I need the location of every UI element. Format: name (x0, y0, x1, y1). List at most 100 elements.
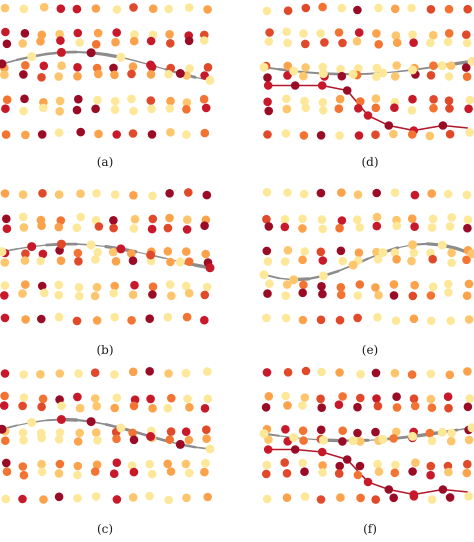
graph-node-path (289, 66, 299, 76)
graph-node (165, 104, 175, 113)
graph-node (429, 61, 438, 70)
graph-node (300, 492, 310, 501)
panel-e (259, 188, 474, 326)
graph-node (373, 313, 382, 322)
graph-node (108, 247, 118, 257)
graph-node (181, 368, 191, 378)
graph-node (112, 28, 121, 37)
caption-b: (b) (96, 343, 113, 357)
graph-node (463, 4, 473, 14)
graph-node (73, 248, 83, 258)
graph-node (353, 291, 363, 300)
graph-node (444, 72, 454, 81)
graph-node (336, 246, 346, 256)
graph-node-path (86, 240, 96, 250)
graph-node (166, 467, 176, 476)
graph-node (426, 38, 435, 48)
graph-node (165, 435, 174, 445)
graph-node (298, 288, 308, 298)
graph-node (390, 368, 400, 378)
graph-node (72, 223, 82, 232)
graph-node (427, 223, 437, 232)
graph-node (203, 367, 212, 376)
graph-node (72, 4, 82, 14)
graph-node (425, 131, 435, 141)
graph-node (317, 282, 326, 291)
graph-node (355, 461, 365, 471)
graph-node-path (146, 250, 156, 260)
graph-node (283, 246, 293, 255)
graph-node-path (437, 427, 447, 437)
panel-f (259, 366, 474, 504)
graph-node (336, 64, 345, 74)
graph-node (316, 425, 326, 435)
graph-node (462, 255, 471, 265)
graph-node (335, 223, 344, 233)
graph-node (181, 427, 191, 437)
graph-node (90, 467, 100, 476)
graph-node (39, 61, 49, 71)
graph-node (298, 224, 307, 233)
graph-node (282, 27, 292, 36)
panel-c (0, 367, 215, 505)
graph-node (93, 28, 103, 38)
graph-node (371, 94, 381, 103)
graph-node (111, 257, 121, 266)
graph-node (316, 495, 326, 504)
graph-node-path (467, 423, 474, 433)
graph-node-path (348, 260, 358, 270)
graph-node (185, 64, 194, 73)
graph-node (371, 103, 381, 113)
graph-node (356, 493, 365, 503)
graph-node (463, 459, 472, 469)
graph-node (1, 104, 10, 113)
graph-node (37, 130, 47, 139)
graph-node (2, 467, 12, 477)
graph-node (112, 5, 122, 14)
graph-edge-highlight (321, 451, 348, 461)
graph-node (37, 30, 47, 40)
graph-node (0, 313, 10, 323)
graph-node (354, 131, 364, 140)
graph-node-highlight (290, 81, 300, 90)
graph-node (129, 435, 139, 445)
graph-node (199, 94, 209, 104)
graph-node (129, 3, 138, 12)
graph-node (39, 495, 48, 504)
graph-node (336, 493, 345, 502)
graph-node-path (175, 257, 185, 267)
graph-node (281, 425, 290, 434)
graph-node (129, 401, 139, 411)
graph-node (447, 213, 457, 222)
graph-node (90, 291, 100, 301)
graph-node (410, 222, 419, 231)
graph-node (353, 402, 362, 412)
graph-node (316, 29, 325, 38)
graph-node (298, 255, 307, 265)
graph-node (21, 315, 30, 324)
graph-node (39, 2, 49, 12)
graph-node (0, 70, 9, 79)
graph-node (2, 458, 11, 468)
graph-node (336, 283, 346, 292)
graph-node (129, 224, 139, 233)
graph-node (75, 403, 85, 413)
graph-node (389, 493, 399, 503)
graph-node (463, 223, 472, 233)
graph-node (182, 312, 192, 322)
graph-node (300, 247, 310, 256)
graph-node (73, 461, 83, 471)
graph-node (184, 288, 194, 298)
graph-node (262, 214, 271, 224)
graph-node (446, 316, 456, 326)
graph-node (0, 258, 10, 267)
graph-node-path (348, 69, 358, 79)
graph-node (73, 28, 83, 38)
graph-node (110, 403, 119, 413)
graph-node (371, 427, 380, 437)
graph-node (184, 468, 194, 478)
graph-node (165, 30, 174, 39)
graph-node (407, 3, 416, 13)
graph-node (444, 403, 453, 413)
graph-node (337, 188, 346, 197)
